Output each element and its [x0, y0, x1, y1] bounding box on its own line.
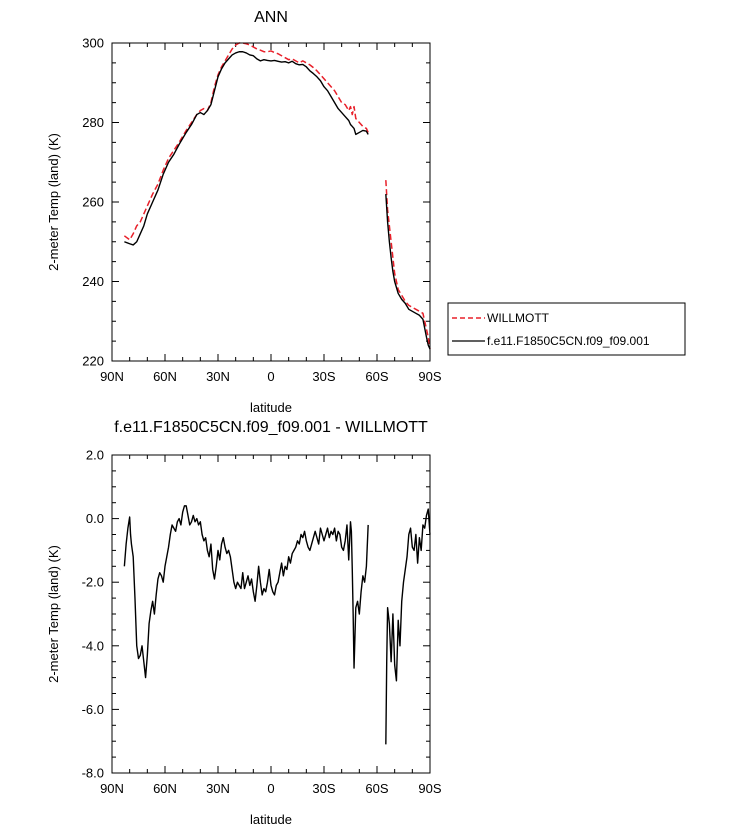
top-y-tick-label: 220 — [82, 354, 104, 369]
top-y-tick-label: 300 — [82, 36, 104, 51]
top-x-tick-label: 30S — [312, 369, 335, 384]
bottom-series-line-difference — [385, 508, 431, 745]
bottom-x-tick-label: 90N — [100, 781, 124, 796]
top-x-tick-label: 0 — [267, 369, 274, 384]
top-x-tick-label: 60N — [153, 369, 177, 384]
top-series-line-f-e11-f1850c5cn-f09-f09-001 — [385, 194, 431, 350]
top-x-tick-label: 60S — [365, 369, 388, 384]
bottom-y-tick-label: -6.0 — [82, 702, 104, 717]
bottom-y-tick-label: -4.0 — [82, 638, 104, 653]
top-series-line-willmott — [123, 42, 369, 241]
bottom-x-tick-label: 60S — [365, 781, 388, 796]
bottom-x-tick-label: 60N — [153, 781, 177, 796]
bottom-series-line-difference — [123, 505, 369, 679]
top-chart-legend: WILLMOTT f.e11.F1850C5CN.f09_f09.001 — [447, 302, 686, 356]
bottom-chart-title: f.e11.F1850C5CN.f09_f09.001 - WILLMOTT — [114, 419, 428, 436]
top-chart-title: ANN — [254, 9, 288, 26]
bottom-chart: f.e11.F1850C5CN.f09_f09.001 - WILLMOTT 2… — [46, 419, 442, 827]
legend-box — [447, 302, 686, 356]
top-y-tick-label: 240 — [82, 274, 104, 289]
top-series-line-willmott — [385, 180, 431, 350]
top-y-tick-label: 280 — [82, 115, 104, 130]
bottom-chart-ylabel: 2-meter Temp (land) (K) — [46, 545, 61, 683]
top-chart-xlabel: latitude — [250, 400, 292, 415]
legend-label-model: f.e11.F1850C5CN.f09_f09.001 — [487, 334, 650, 348]
top-chart: ANN 2-meter Temp (land) (K) latitude 90N… — [46, 9, 686, 415]
bottom-y-tick-label: 2.0 — [86, 448, 104, 463]
top-x-tick-label: 90N — [100, 369, 124, 384]
bottom-y-tick-label: -2.0 — [82, 575, 104, 590]
top-chart-plot-frame — [111, 42, 431, 362]
bottom-y-tick-label: -8.0 — [82, 766, 104, 781]
bottom-x-tick-label: 0 — [267, 781, 274, 796]
bottom-chart-plot-frame — [111, 454, 431, 774]
bottom-chart-xlabel: latitude — [250, 812, 292, 827]
bottom-x-tick-label: 90S — [418, 781, 441, 796]
bottom-y-tick-label: 0.0 — [86, 511, 104, 526]
legend-label-willmott: WILLMOTT — [487, 311, 550, 325]
top-y-tick-label: 260 — [82, 195, 104, 210]
bottom-x-tick-label: 30N — [206, 781, 230, 796]
top-series-line-f-e11-f1850c5cn-f09-f09-001 — [124, 51, 369, 246]
top-chart-ylabel: 2-meter Temp (land) (K) — [46, 133, 61, 271]
top-x-tick-label: 30N — [206, 369, 230, 384]
bottom-x-tick-label: 30S — [312, 781, 335, 796]
top-x-tick-label: 90S — [418, 369, 441, 384]
